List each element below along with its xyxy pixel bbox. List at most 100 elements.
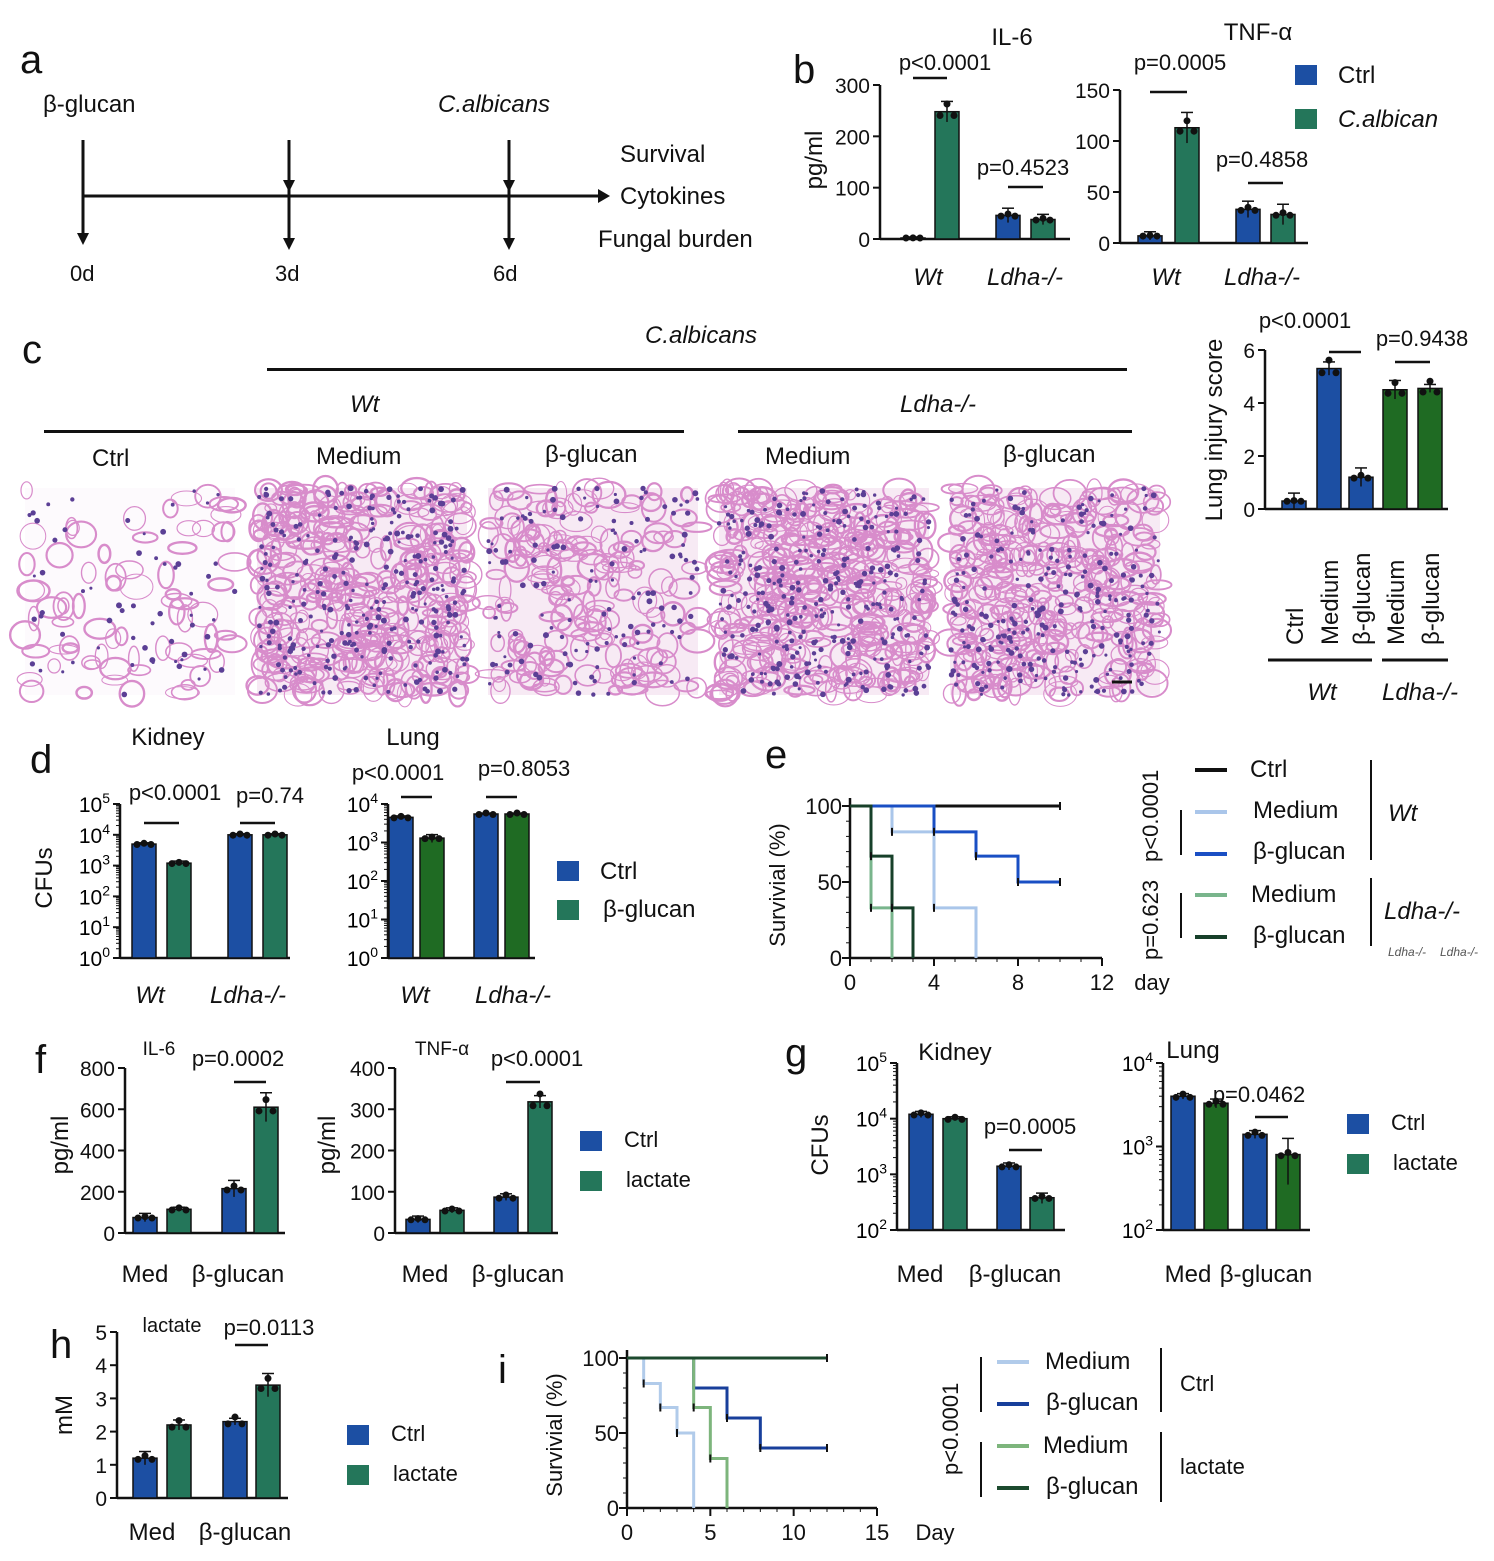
alveolar-wall [327, 591, 344, 603]
pvalue-bracket-lactate [980, 1442, 982, 1497]
survival-curve [850, 804, 915, 958]
nucleus [418, 559, 423, 564]
nucleus [688, 591, 693, 595]
nucleus [774, 639, 779, 644]
nucleus [423, 557, 428, 562]
nucleus [266, 510, 273, 517]
alveolar-wall [997, 589, 1028, 602]
nucleus [1145, 591, 1149, 596]
p-value-label: p=0.0005 [1134, 50, 1226, 75]
y-tick-label: 50 [595, 1421, 619, 1446]
data-point [1046, 216, 1054, 224]
alveolar-wall [1098, 670, 1131, 685]
nucleus [370, 506, 375, 511]
nucleus [1021, 630, 1026, 635]
p-value-label: p=0.0462 [1213, 1082, 1305, 1107]
nucleus [896, 625, 903, 632]
nucleus [1025, 583, 1031, 589]
nucleus [160, 528, 167, 535]
nucleus [995, 634, 1001, 640]
nucleus [1068, 572, 1073, 577]
nucleus [852, 537, 857, 542]
alveolar-wall [798, 669, 833, 697]
nucleus [490, 542, 494, 546]
nucleus [850, 638, 856, 644]
nucleus [863, 669, 869, 675]
nucleus [398, 570, 405, 576]
alveolar-wall [127, 664, 152, 677]
alveolar-wall [546, 576, 581, 601]
nucleus [1089, 684, 1094, 689]
alveolar-wall [310, 618, 329, 632]
nucleus [422, 686, 428, 692]
nucleus [346, 642, 351, 646]
y-tick-label: 0 [95, 1488, 107, 1511]
alveolar-wall [605, 576, 620, 599]
nucleus [388, 531, 393, 536]
nucleus [970, 501, 976, 507]
nucleus [1127, 525, 1134, 532]
alveolar-wall [194, 483, 222, 509]
nucleus [846, 514, 851, 519]
nucleus [1141, 486, 1147, 492]
y-tick-label: 100 [79, 944, 110, 971]
y-axis-label: pg/ml [47, 1116, 74, 1175]
nucleus [614, 634, 619, 639]
nucleus [741, 550, 746, 555]
nucleus [662, 504, 668, 510]
alveolar-wall [827, 540, 848, 561]
nucleus [801, 629, 806, 634]
nucleus [722, 647, 728, 653]
nucleus [763, 507, 767, 512]
nucleus [956, 673, 961, 678]
data-point [1258, 1131, 1266, 1139]
nucleus [908, 659, 912, 664]
nucleus [1061, 692, 1066, 697]
data-point [902, 234, 910, 242]
y-tick-label: 5 [95, 1322, 107, 1345]
nucleus [552, 507, 558, 513]
tick-base: 10 [347, 794, 370, 817]
legend-line-wt-bglucan [1195, 852, 1227, 856]
tick-base: 10 [79, 917, 102, 940]
alveolar-wall [329, 533, 345, 543]
nucleus [320, 591, 327, 597]
nucleus [672, 496, 678, 503]
data-point [271, 1385, 279, 1393]
data-point [536, 1090, 544, 1098]
nucleus [887, 570, 893, 576]
survival-curve [627, 1356, 827, 1450]
alveolar-wall [895, 577, 908, 590]
alveolar-wall [490, 533, 516, 560]
nucleus [979, 534, 984, 539]
nucleus [909, 497, 913, 502]
alveolar-wall [684, 606, 712, 629]
nucleus [875, 500, 882, 506]
nucleus [189, 591, 194, 596]
alveolar-wall [503, 553, 531, 583]
nucleus [180, 658, 184, 662]
nucleus [724, 559, 730, 564]
alveolar-wall [382, 667, 396, 696]
data-point [441, 1207, 449, 1215]
nucleus [376, 606, 382, 612]
arrow-down-icon [283, 238, 295, 250]
nucleus [282, 684, 288, 690]
alveolar-wall [628, 632, 661, 651]
alveolar-wall [525, 524, 542, 541]
y-tick-label: 104 [347, 790, 378, 817]
nucleus [287, 636, 293, 641]
alveolar-wall [706, 564, 742, 589]
nucleus [461, 567, 467, 573]
alveolar-wall [165, 642, 193, 662]
nucleus [1129, 689, 1135, 694]
alveolar-wall [1004, 584, 1036, 610]
ldha-divider [738, 430, 1132, 433]
nucleus [415, 553, 422, 560]
alveolar-wall [765, 592, 781, 605]
nucleus [967, 513, 972, 517]
x-tick-label: 5 [704, 1520, 716, 1545]
nucleus [588, 578, 593, 583]
nucleus [440, 583, 444, 588]
alveolar-wall [902, 656, 923, 667]
